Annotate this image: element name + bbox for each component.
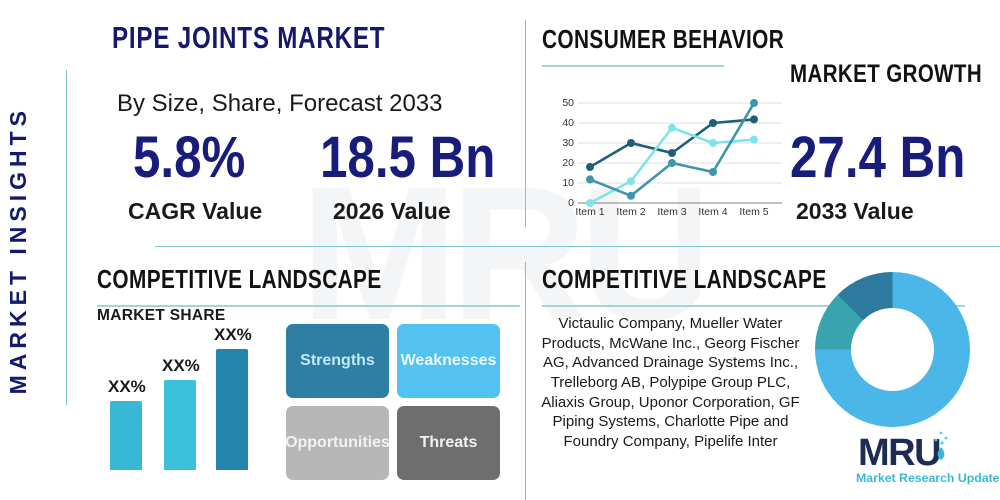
svg-text:Item 2: Item 2 (616, 206, 645, 215)
svg-text:Item 1: Item 1 (575, 206, 604, 215)
svg-text:10: 10 (562, 177, 574, 189)
svg-text:50: 50 (562, 97, 574, 109)
svg-text:Item 5: Item 5 (739, 206, 768, 215)
svg-text:Item 3: Item 3 (657, 206, 686, 215)
svg-text:Item 4: Item 4 (698, 206, 727, 215)
svg-text:40: 40 (562, 117, 574, 129)
svg-text:0: 0 (568, 197, 574, 209)
svg-text:20: 20 (562, 157, 574, 169)
svg-text:30: 30 (562, 137, 574, 149)
